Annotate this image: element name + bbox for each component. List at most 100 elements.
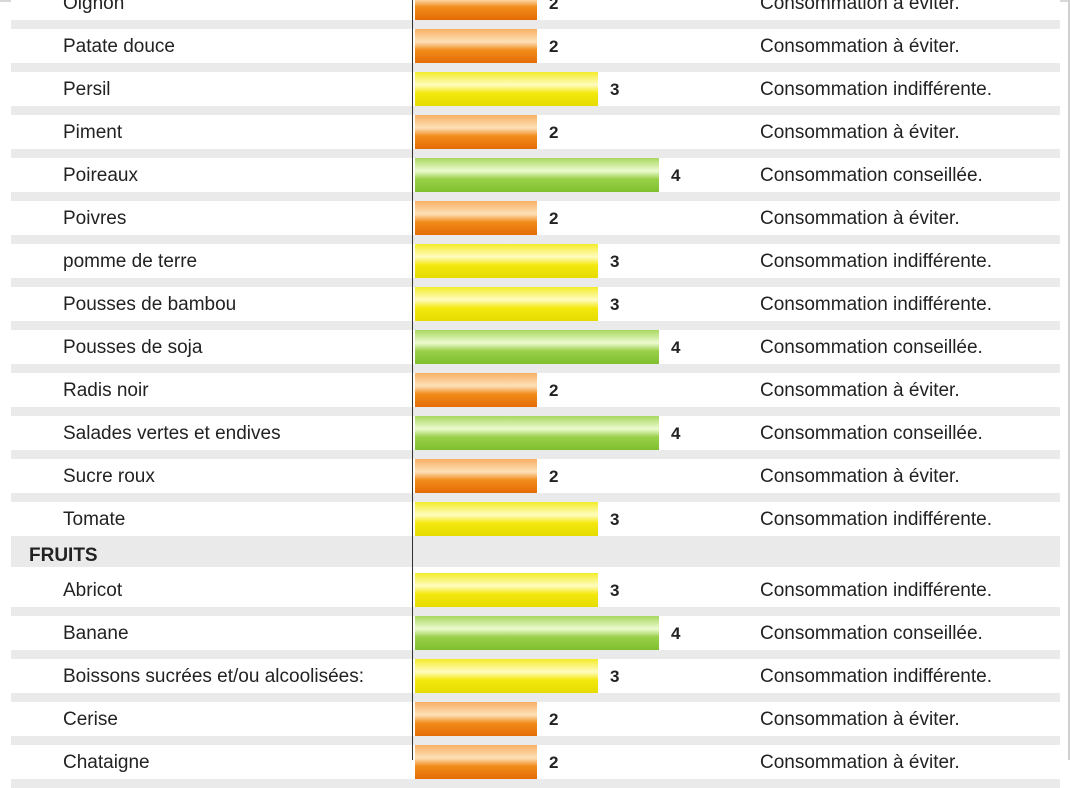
- table-row: Sucre roux 2 Consommation à éviter.: [11, 459, 1060, 502]
- recommendation-text: Consommation conseillée.: [760, 623, 983, 644]
- rating-bar: [415, 244, 598, 278]
- food-name: Persil: [63, 79, 111, 100]
- recommendation-text: Consommation à éviter.: [760, 752, 960, 773]
- table-row: pomme de terre 3 Consommation indifférente…: [11, 244, 1060, 287]
- rating-value: 2: [549, 209, 559, 228]
- recommendation-text: Consommation à éviter.: [760, 122, 960, 143]
- food-name: Cerise: [63, 709, 118, 730]
- recommendation-text: Consommation à éviter.: [760, 380, 960, 401]
- table-row: Oignon 2 Consommation à éviter.: [11, 0, 1060, 29]
- row-separator: [11, 20, 1060, 29]
- food-name: Salades vertes et endives: [63, 423, 281, 444]
- food-name: Chataigne: [63, 752, 150, 773]
- row-separator: [11, 450, 1060, 459]
- rating-value: 4: [671, 166, 681, 185]
- food-name: Piment: [63, 122, 123, 143]
- rating-value: 2: [549, 37, 559, 56]
- rating-value: 2: [549, 381, 559, 400]
- rating-bar: [415, 573, 598, 607]
- row-separator: [11, 364, 1060, 373]
- row-separator: [11, 149, 1060, 158]
- food-name: Oignon: [63, 0, 125, 14]
- food-name: Pousses de bambou: [63, 294, 237, 315]
- rating-value: 3: [610, 581, 620, 600]
- row-separator: [11, 693, 1060, 702]
- table-row: Poireaux 4 Consommation conseillée.: [11, 158, 1060, 201]
- rating-value: 2: [549, 710, 559, 729]
- recommendation-text: Consommation indifférente.: [760, 251, 992, 272]
- rating-bar: [415, 330, 659, 364]
- rating-bar: [415, 502, 598, 536]
- rating-value: 2: [549, 753, 559, 772]
- food-name: Radis noir: [63, 380, 149, 401]
- table-row: Abricot 3 Consommation indifférente.: [11, 573, 1060, 616]
- rating-bar: [415, 115, 537, 149]
- table-row: Tomate 3 Consommation indifférente.: [11, 502, 1060, 545]
- rating-bar: [415, 72, 598, 106]
- food-name: Poivres: [63, 208, 127, 229]
- rating-bar: [415, 416, 659, 450]
- recommendation-text: Consommation conseillée.: [760, 337, 983, 358]
- row-separator: [11, 779, 1060, 788]
- rating-bar: [415, 201, 537, 235]
- row-separator: [11, 607, 1060, 616]
- table-row: Pousses de bambou 3 Consommation indiffére…: [11, 287, 1060, 330]
- rating-bar: [415, 659, 598, 693]
- food-name: Patate douce: [63, 36, 175, 57]
- rating-value: 3: [610, 510, 620, 529]
- recommendation-text: Consommation indifférente.: [760, 666, 992, 687]
- recommendation-text: Consommation à éviter.: [760, 36, 960, 57]
- row-separator: [11, 63, 1060, 72]
- rating-value: 2: [549, 123, 559, 142]
- table-row: Salades vertes et endives 4 Consommation c…: [11, 416, 1060, 459]
- rating-value: 3: [610, 295, 620, 314]
- recommendation-text: Consommation indifférente.: [760, 580, 992, 601]
- rating-bar: [415, 745, 537, 779]
- category-label: FRUITS: [29, 545, 98, 566]
- recommendation-text: Consommation à éviter.: [760, 208, 960, 229]
- recommendation-text: Consommation conseillée.: [760, 165, 983, 186]
- bar-axis-line: [412, 0, 413, 760]
- row-separator: [11, 235, 1060, 244]
- row-separator: [11, 536, 1060, 545]
- table-row: Pousses de soja 4 Consommation conseillée.: [11, 330, 1060, 373]
- recommendation-text: Consommation indifférente.: [760, 294, 992, 315]
- food-name: Tomate: [63, 509, 126, 530]
- row-separator: [11, 106, 1060, 115]
- category-header: FRUITS: [11, 545, 1060, 567]
- food-rating-chart: Oignon 2 Consommation à éviter. Patate douc…: [11, 0, 1060, 788]
- row-separator: [11, 650, 1060, 659]
- row-separator: [11, 736, 1060, 745]
- rating-value: 4: [671, 624, 681, 643]
- food-name: pomme de terre: [63, 251, 198, 272]
- table-row: Cerise 2 Consommation à éviter.: [11, 702, 1060, 745]
- table-row: Chataigne 2 Consommation à éviter.: [11, 745, 1060, 788]
- rating-bar: [415, 158, 659, 192]
- rating-bar: [415, 616, 659, 650]
- row-separator: [11, 321, 1060, 330]
- rating-bar: [415, 459, 537, 493]
- table-row: Boissons sucrées et/ou alcoolisées: 3 Cons…: [11, 659, 1060, 702]
- rating-value: 4: [671, 424, 681, 443]
- table-row: Poivres 2 Consommation à éviter.: [11, 201, 1060, 244]
- recommendation-text: Consommation indifférente.: [760, 79, 992, 100]
- food-name: Abricot: [63, 580, 123, 601]
- table-row: Radis noir 2 Consommation à éviter.: [11, 373, 1060, 416]
- rating-bar: [415, 287, 598, 321]
- table-row: Banane 4 Consommation conseillée.: [11, 616, 1060, 659]
- food-name: Poireaux: [63, 165, 138, 186]
- rating-value: 4: [671, 338, 681, 357]
- right-border: [1068, 0, 1070, 760]
- rating-value: 3: [610, 667, 620, 686]
- food-name: Banane: [63, 623, 129, 644]
- food-name: Pousses de soja: [63, 337, 203, 358]
- recommendation-text: Consommation à éviter.: [760, 709, 960, 730]
- row-separator: [11, 407, 1060, 416]
- rating-value: 3: [610, 80, 620, 99]
- rating-value: 3: [610, 252, 620, 271]
- table-row: Persil 3 Consommation indifférente.: [11, 72, 1060, 115]
- table-row: Piment 2 Consommation à éviter.: [11, 115, 1060, 158]
- recommendation-text: Consommation conseillée.: [760, 423, 983, 444]
- row-separator: [11, 493, 1060, 502]
- rating-value: 2: [549, 467, 559, 486]
